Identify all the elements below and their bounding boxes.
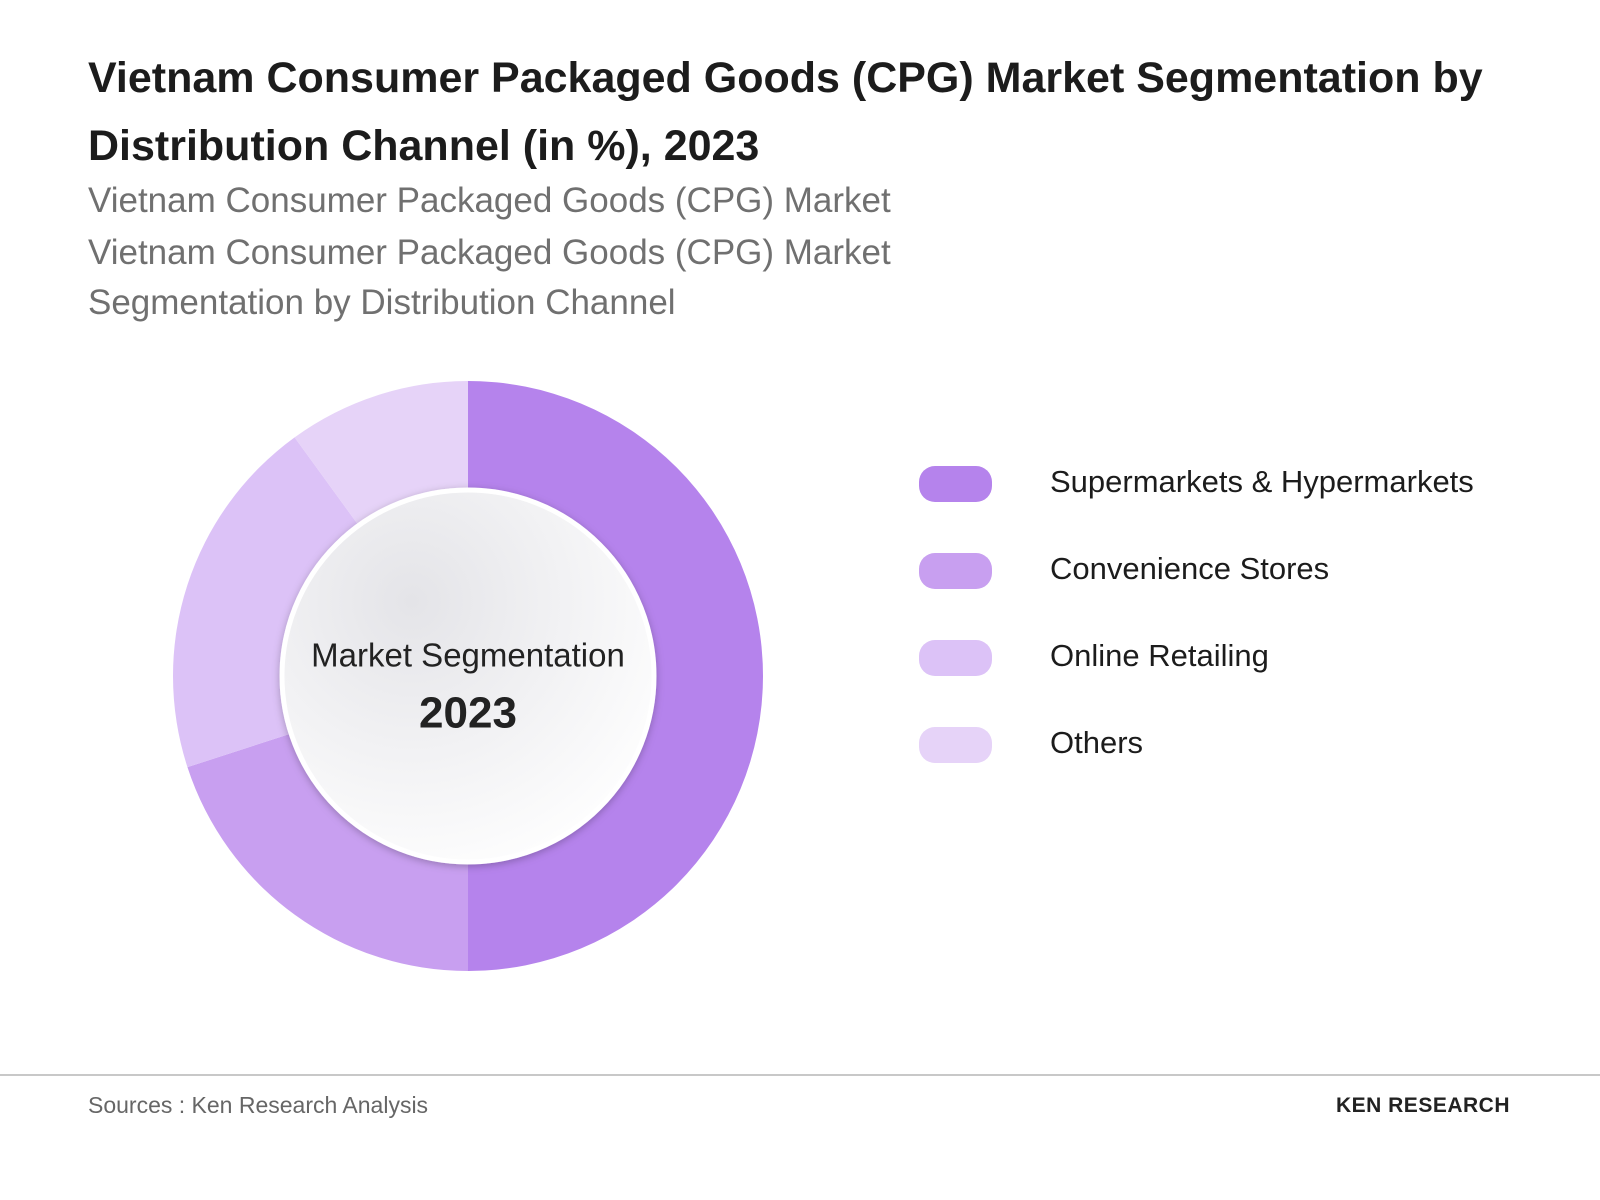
center-disc bbox=[279, 487, 657, 865]
legend-label: Supermarkets & Hypermarkets bbox=[1050, 464, 1474, 499]
subtitle-line: Vietnam Consumer Packaged Goods (CPG) Ma… bbox=[88, 233, 891, 322]
legend: Supermarkets & Hypermarkets Convenience S… bbox=[919, 464, 1474, 763]
logo: KEN RESEARCH bbox=[1335, 1094, 1510, 1117]
donut-slice bbox=[468, 381, 763, 971]
legend-swatch bbox=[919, 553, 992, 589]
donut-slice bbox=[294, 381, 468, 524]
legend-label: Convenience Stores bbox=[1050, 551, 1329, 586]
donut-slice bbox=[187, 734, 468, 971]
chart: Market Segmentation 2023 Supermarkets & … bbox=[172, 381, 1474, 971]
subtitle: Vietnam Consumer Packaged Goods (CPG) Ma… bbox=[88, 176, 968, 330]
legend-label: Online Retailing bbox=[1050, 638, 1269, 673]
chart-title: Vietnam Consumer Packaged Goods (CPG) Ma… bbox=[88, 54, 1483, 170]
legend-swatch bbox=[919, 466, 992, 502]
donut bbox=[172, 381, 763, 971]
source: Sources : Ken Research Analysis bbox=[88, 1092, 429, 1118]
subtitle-line: Vietnam Consumer Packaged Goods (CPG) Ma… bbox=[88, 181, 891, 220]
donut-slice bbox=[172, 437, 358, 768]
legend-label: Others bbox=[1050, 725, 1143, 760]
divider bbox=[0, 1074, 1600, 1076]
center-label: Market Segmentation bbox=[311, 637, 625, 674]
legend-swatch bbox=[919, 640, 992, 676]
legend-swatch bbox=[919, 727, 992, 763]
center-year: 2023 bbox=[419, 689, 517, 738]
